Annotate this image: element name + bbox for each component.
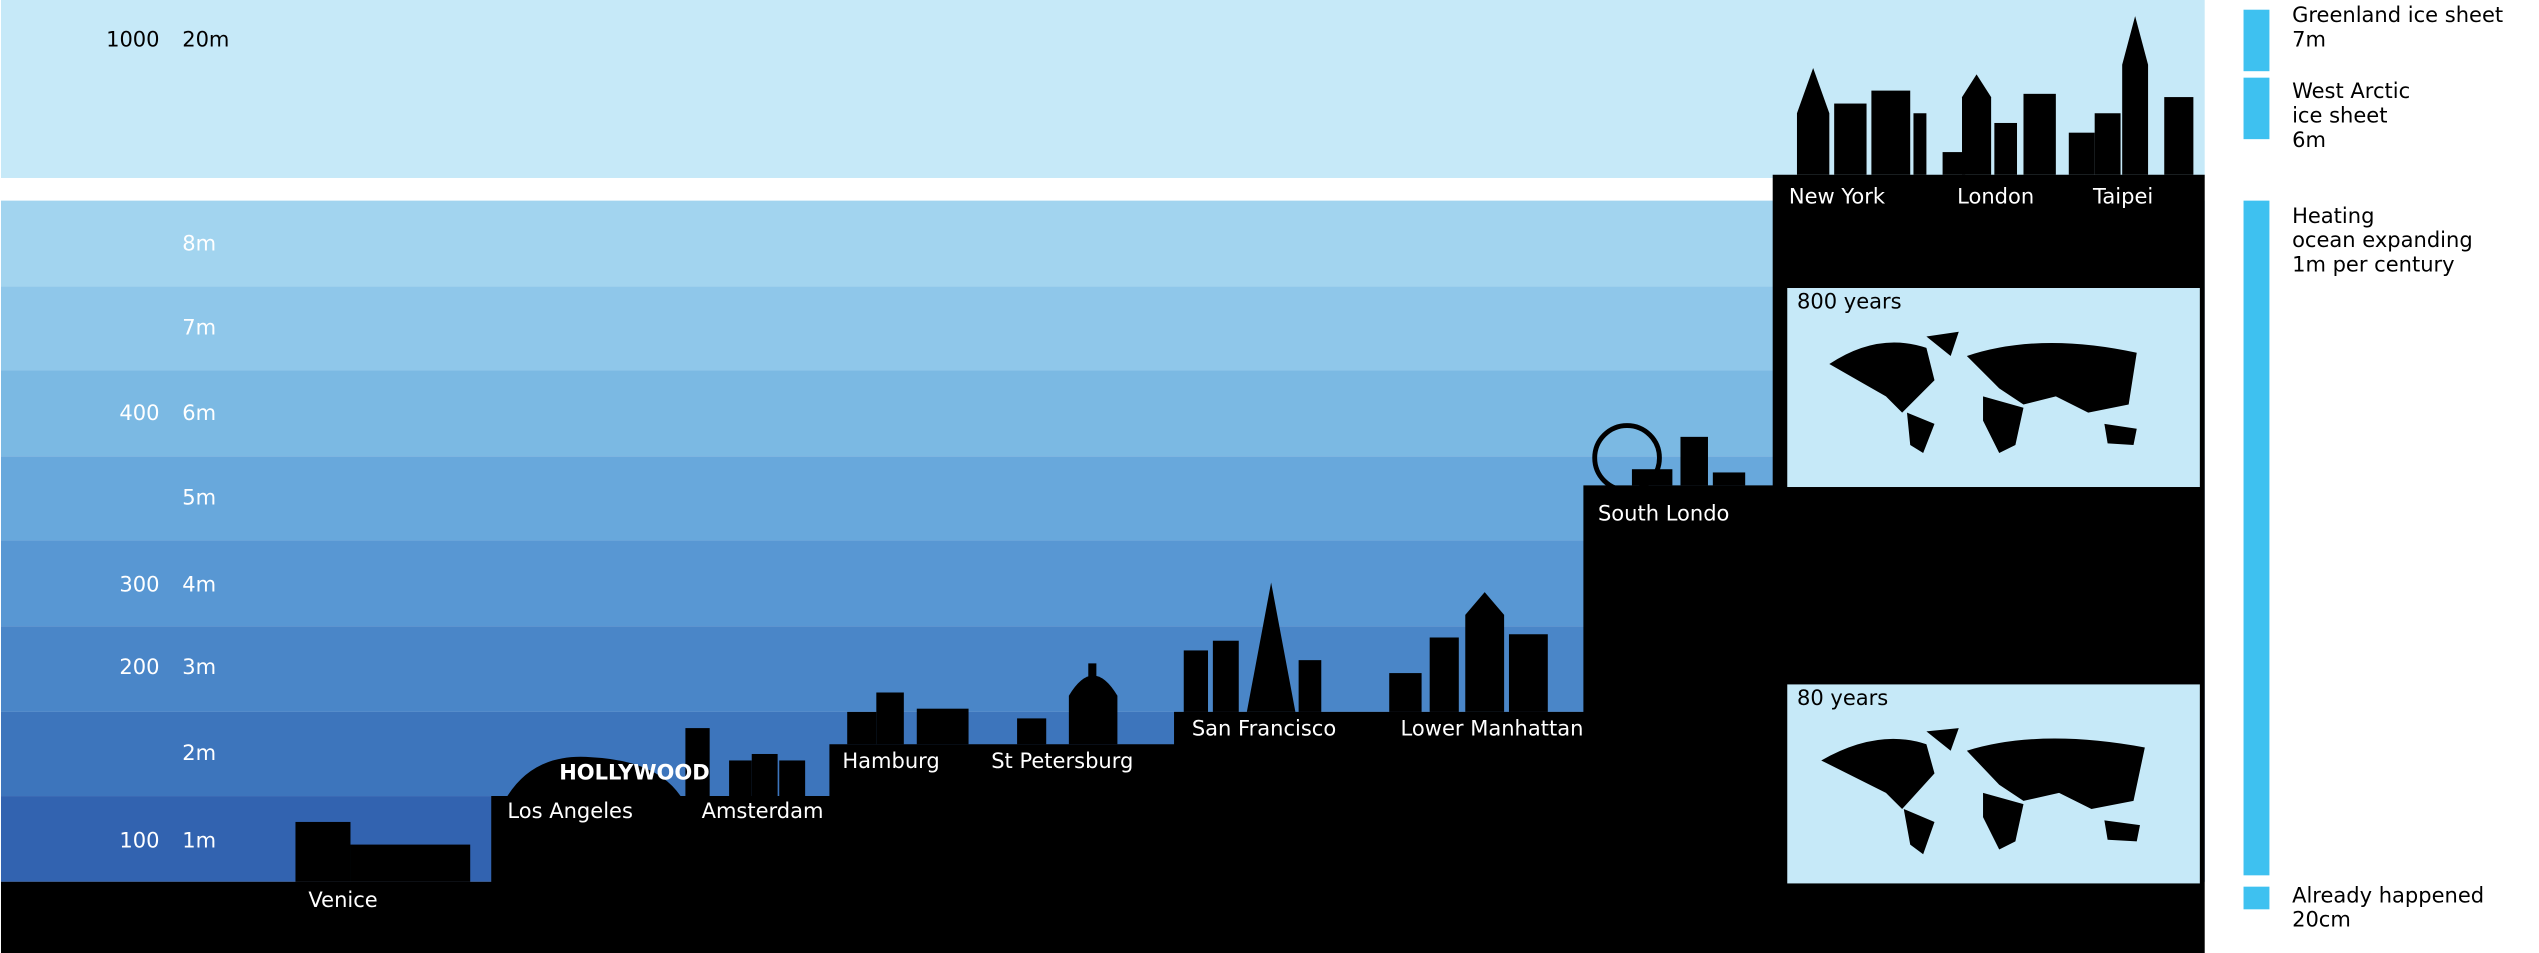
city-label: Amsterdam [702, 798, 824, 823]
years-label: 1000 [106, 26, 159, 51]
height-label: 20m [182, 26, 229, 51]
height-label: 8m [182, 230, 216, 255]
map-panel [1787, 288, 2200, 488]
world-map [1821, 331, 2145, 855]
city-label: Venice [308, 887, 377, 912]
legend-text: ocean expanding [2292, 227, 2473, 252]
city-label: Los Angeles [507, 798, 633, 823]
city-label: South Londo [1598, 501, 1729, 526]
height-label: 7m [182, 314, 216, 339]
map-panel [1787, 684, 2200, 884]
legend-text: ice sheet [2292, 102, 2387, 127]
years-label: 300 [119, 572, 159, 597]
map-label: 800 years [1797, 289, 1902, 314]
city-label: Lower Manhattan [1401, 716, 1584, 741]
years-label: 200 [119, 654, 159, 679]
height-label: 2m [182, 740, 216, 765]
legend-bars [2243, 9, 2270, 910]
legend-text: West Arctic [2292, 78, 2410, 103]
city-label: London [1957, 183, 2034, 208]
legend-text: 1m per century [2292, 251, 2455, 276]
map-label: 80 years [1797, 685, 1888, 710]
height-label: 4m [182, 572, 216, 597]
height-label: 3m [182, 654, 216, 679]
skyline [0, 16, 2205, 953]
city-label: New York [1789, 183, 1886, 208]
city-label: Hamburg [842, 748, 939, 773]
hollywood-sign: HOLLYWOOD [559, 759, 710, 784]
legend-text: 20cm [2292, 907, 2351, 932]
years-label: 100 [119, 827, 159, 852]
city-label: St Petersburg [991, 748, 1133, 773]
city-label: San Francisco [1192, 716, 1336, 741]
legend-text: 7m [2292, 26, 2326, 51]
height-label: 6m [182, 400, 216, 425]
legend-text: Greenland ice sheet [2292, 2, 2503, 27]
years-label: 400 [119, 400, 159, 425]
height-label: 1m [182, 827, 216, 852]
legend-text: Already happened [2292, 882, 2484, 907]
legend-text: Heating [2292, 203, 2374, 228]
legend-text: 6m [2292, 127, 2326, 152]
height-label: 5m [182, 484, 216, 509]
city-label: Taipei [2092, 183, 2153, 208]
